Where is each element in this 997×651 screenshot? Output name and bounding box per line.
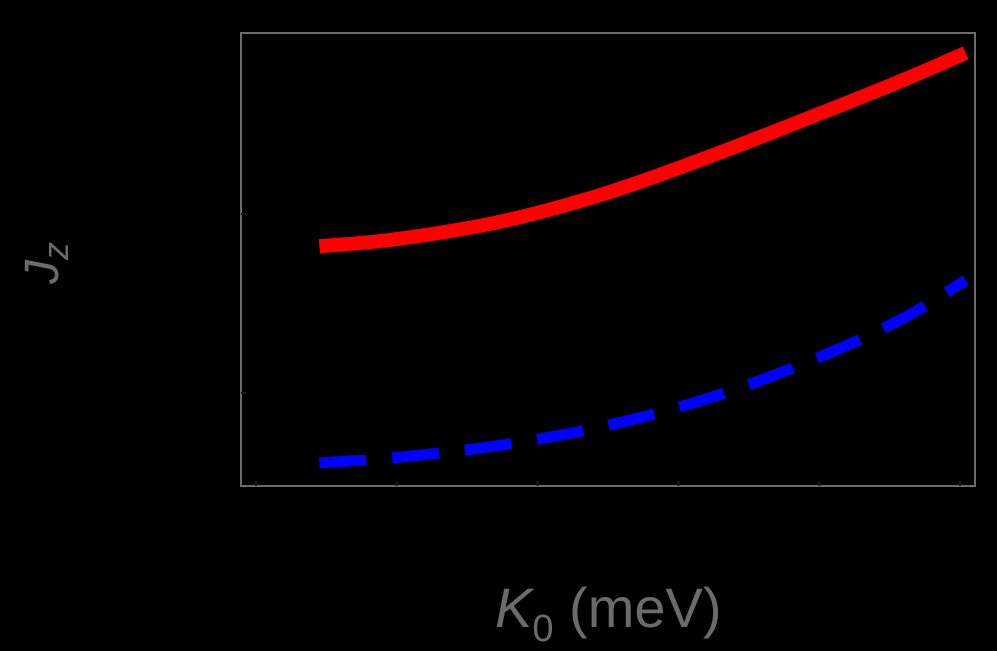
y-label-subscript: z	[35, 242, 76, 260]
red-solid-curve	[318, 46, 969, 254]
blue-dashed-curve	[318, 275, 969, 469]
y-axis-label: Jz	[8, 228, 78, 298]
axis-ticks	[241, 213, 961, 486]
x-label-units: (meV)	[553, 576, 722, 639]
plot-frame	[240, 32, 976, 487]
y-label-main: J	[16, 260, 69, 284]
x-label-subscript: 0	[532, 608, 554, 650]
x-axis-label: K0 (meV)	[495, 575, 722, 651]
x-label-main: K	[495, 576, 533, 639]
